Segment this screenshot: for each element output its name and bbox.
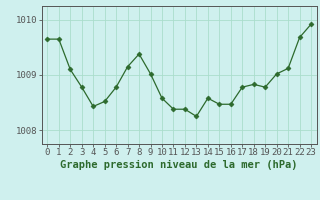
X-axis label: Graphe pression niveau de la mer (hPa): Graphe pression niveau de la mer (hPa) [60,160,298,170]
